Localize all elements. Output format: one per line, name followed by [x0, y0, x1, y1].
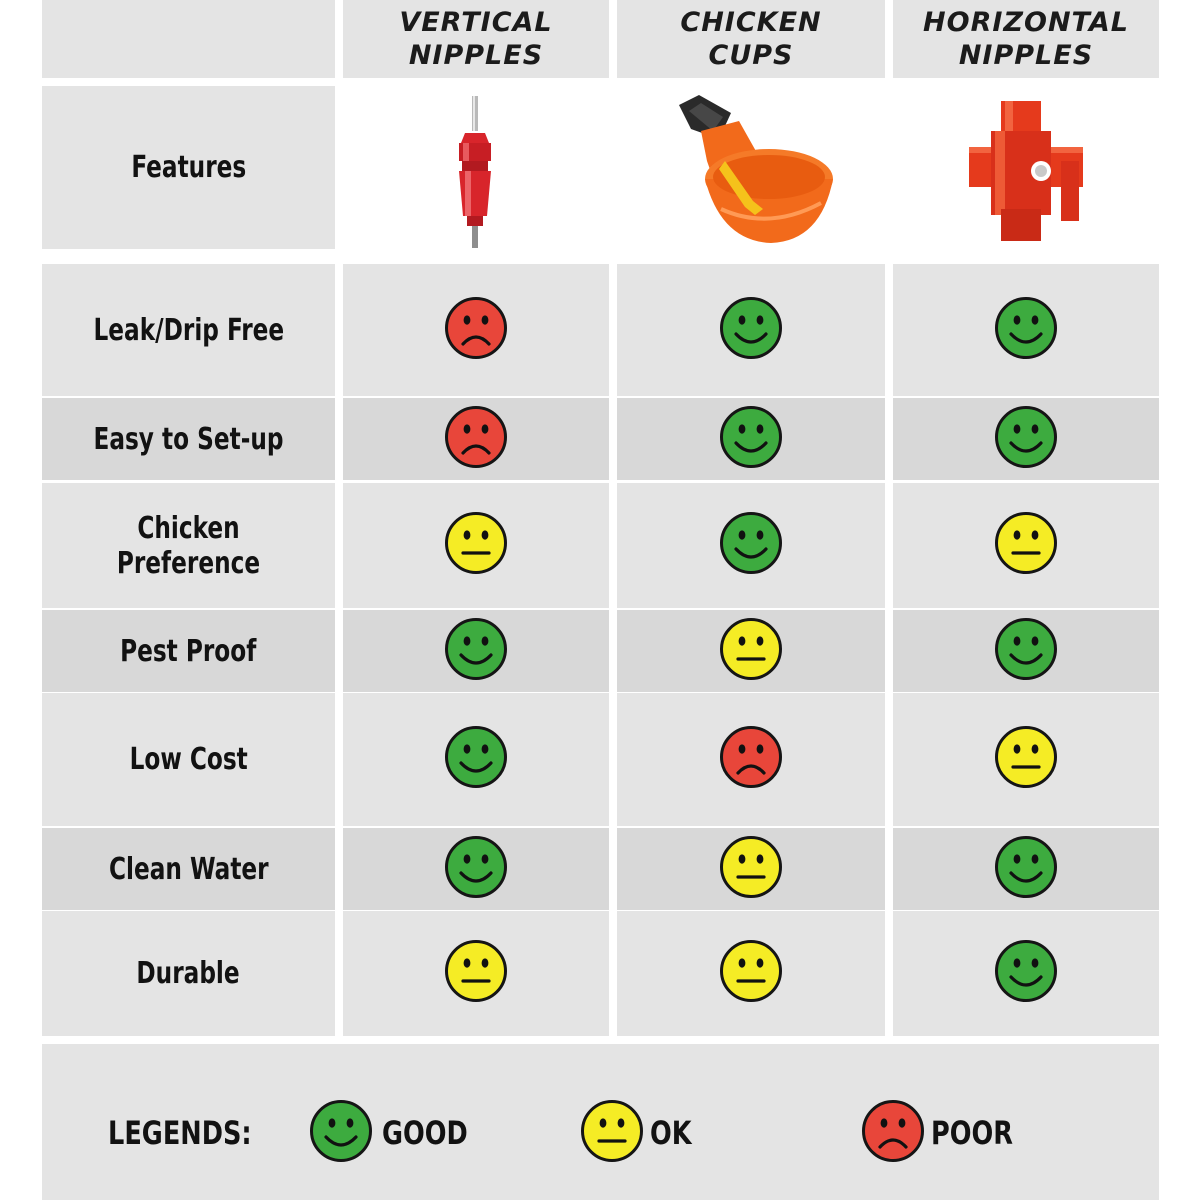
rating-cell-vertical-nipples — [343, 828, 609, 910]
sad-face-icon — [861, 1099, 925, 1168]
neutral-face-icon — [580, 1099, 644, 1168]
happy-face-icon — [719, 405, 783, 474]
legend-good-icon-wrap — [309, 1099, 373, 1168]
rating-cell-chicken-cups — [617, 264, 885, 396]
column-header-line1: CHICKEN — [680, 7, 822, 38]
features-cell: Features — [42, 86, 335, 249]
chicken-cup-icon — [679, 95, 833, 243]
rating-cell-vertical-nipples — [343, 398, 609, 480]
rating-cell-horizontal-nipples — [893, 398, 1159, 480]
row-label-cell: Pest Proof — [42, 610, 335, 692]
legend-title: LEGENDS: — [108, 1114, 252, 1152]
row-label-cell: Durable — [42, 911, 335, 1036]
row-label-cell: Easy to Set-up — [42, 398, 335, 480]
legend-title-cell: LEGENDS: — [108, 1104, 308, 1162]
happy-face-icon — [444, 725, 508, 794]
neutral-face-icon — [994, 511, 1058, 580]
legend-poor-label: POOR — [931, 1114, 1013, 1152]
rating-cell-horizontal-nipples — [893, 610, 1159, 692]
row-label-cell: Clean Water — [42, 828, 335, 910]
neutral-face-icon — [444, 511, 508, 580]
happy-face-icon — [444, 617, 508, 686]
happy-face-icon — [994, 939, 1058, 1008]
rating-cell-chicken-cups — [617, 828, 885, 910]
happy-face-icon — [719, 296, 783, 365]
row-label: Clean Water — [108, 851, 269, 887]
rating-cell-horizontal-nipples — [893, 483, 1159, 608]
row-label: Durable — [136, 956, 241, 991]
column-header-line1: HORIZONTAL — [923, 7, 1129, 38]
legend-good-label-wrap: GOOD — [382, 1104, 502, 1162]
happy-face-icon — [719, 511, 783, 580]
row-label: Pest Proof — [120, 633, 257, 669]
legend-good-label: GOOD — [382, 1114, 468, 1152]
legend-ok-label: OK — [650, 1114, 692, 1152]
sad-face-icon — [444, 296, 508, 365]
happy-face-icon — [444, 835, 508, 904]
rating-cell-vertical-nipples — [343, 483, 609, 608]
neutral-face-icon — [994, 725, 1058, 794]
column-header-line2: CUPS — [708, 40, 794, 71]
happy-face-icon — [994, 835, 1058, 904]
happy-face-icon — [994, 617, 1058, 686]
row-label: Leak/Drip Free — [93, 312, 284, 348]
happy-face-icon — [994, 405, 1058, 474]
column-header-line2: NIPPLES — [958, 40, 1094, 71]
rating-cell-horizontal-nipples — [893, 828, 1159, 910]
rating-cell-horizontal-nipples — [893, 693, 1159, 826]
rating-cell-horizontal-nipples — [893, 264, 1159, 396]
product-image-horizontal-nipple — [893, 86, 1159, 256]
row-label: Low Cost — [129, 742, 248, 777]
row-label: Chicken Preference — [116, 510, 261, 581]
features-label: Features — [131, 150, 246, 185]
legend-poor-icon-wrap — [861, 1099, 925, 1168]
rating-cell-chicken-cups — [617, 610, 885, 692]
row-label-cell: Chicken Preference — [42, 483, 335, 608]
happy-face-icon — [309, 1099, 373, 1168]
neutral-face-icon — [719, 835, 783, 904]
column-header-line1: VERTICAL — [399, 7, 553, 38]
product-image-chicken-cup — [617, 86, 885, 256]
legend-poor-label-wrap: POOR — [931, 1104, 1061, 1162]
row-label-cell: Low Cost — [42, 693, 335, 826]
legend-ok-label-wrap: OK — [650, 1104, 750, 1162]
happy-face-icon — [994, 296, 1058, 365]
rating-cell-horizontal-nipples — [893, 911, 1159, 1036]
rating-cell-vertical-nipples — [343, 911, 609, 1036]
rating-cell-chicken-cups — [617, 398, 885, 480]
column-header-chicken-cups: CHICKEN CUPS — [617, 0, 885, 78]
rating-cell-chicken-cups — [617, 483, 885, 608]
row-label: Easy to Set-up — [93, 421, 284, 457]
row-label-cell: Leak/Drip Free — [42, 264, 335, 396]
column-header-horizontal-nipples: HORIZONTAL NIPPLES — [893, 0, 1159, 78]
sad-face-icon — [719, 725, 783, 794]
rating-cell-vertical-nipples — [343, 610, 609, 692]
rating-cell-vertical-nipples — [343, 693, 609, 826]
horizontal-nipple-icon — [969, 101, 1083, 241]
neutral-face-icon — [719, 939, 783, 1008]
column-header-line2: NIPPLES — [408, 40, 544, 71]
neutral-face-icon — [444, 939, 508, 1008]
vertical-nipple-icon — [459, 96, 491, 248]
product-image-vertical-nipple — [343, 86, 609, 256]
sad-face-icon — [444, 405, 508, 474]
rating-cell-chicken-cups — [617, 693, 885, 826]
column-header-vertical-nipples: VERTICAL NIPPLES — [343, 0, 609, 78]
corner-header-cell — [42, 0, 335, 78]
legend-ok-icon-wrap — [580, 1099, 644, 1168]
rating-cell-vertical-nipples — [343, 264, 609, 396]
neutral-face-icon — [719, 617, 783, 686]
rating-cell-chicken-cups — [617, 911, 885, 1036]
